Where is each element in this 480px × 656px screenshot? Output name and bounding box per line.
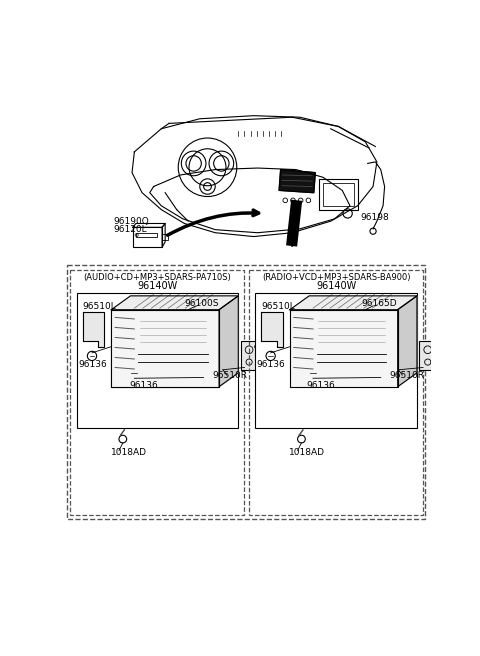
Polygon shape [262, 312, 283, 346]
Text: 96165D: 96165D [361, 299, 397, 308]
Bar [419, 340, 436, 370]
Text: 1018AD: 1018AD [289, 448, 325, 457]
Bar [249, 270, 423, 514]
Text: 96198: 96198 [360, 213, 389, 222]
Bar [240, 340, 258, 370]
Text: 96510R: 96510R [389, 371, 424, 380]
Polygon shape [219, 296, 238, 387]
Text: 96510R: 96510R [212, 371, 247, 380]
Bar [255, 293, 417, 428]
Text: 96136: 96136 [78, 359, 107, 369]
Bar [67, 265, 425, 519]
Text: 96100S: 96100S [184, 299, 219, 308]
Text: 1018AD: 1018AD [111, 448, 147, 457]
Bar [136, 233, 157, 237]
Text: 96136: 96136 [257, 359, 286, 369]
Text: 96190Q: 96190Q [114, 217, 149, 226]
Polygon shape [398, 296, 417, 387]
Bar [317, 316, 386, 350]
Text: 96136: 96136 [129, 380, 158, 390]
Polygon shape [288, 237, 297, 247]
Polygon shape [279, 170, 315, 193]
Bar [77, 293, 238, 428]
Bar [323, 182, 354, 206]
Bar [290, 310, 398, 387]
Bar [138, 316, 207, 350]
Bar [133, 228, 162, 247]
Bar [111, 310, 219, 387]
Bar [319, 179, 358, 210]
Text: (AUDIO+CD+MP3+SDARS-PA710S): (AUDIO+CD+MP3+SDARS-PA710S) [84, 273, 231, 282]
Text: 96510L: 96510L [83, 302, 117, 311]
Text: 96120L: 96120L [114, 225, 147, 234]
Text: 96510L: 96510L [262, 302, 295, 311]
Bar [71, 270, 244, 514]
Text: 96140W: 96140W [316, 281, 356, 291]
Polygon shape [290, 296, 417, 310]
Bar [162, 234, 168, 240]
Text: (RADIO+VCD+MP3+SDARS-BA900): (RADIO+VCD+MP3+SDARS-BA900) [262, 273, 410, 282]
Text: 96136: 96136 [306, 380, 335, 390]
Bar [111, 310, 219, 387]
Polygon shape [111, 296, 238, 310]
Text: 96140W: 96140W [137, 281, 178, 291]
Polygon shape [83, 312, 104, 346]
